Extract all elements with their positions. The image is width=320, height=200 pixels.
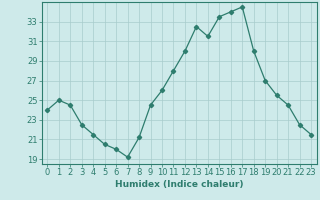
- X-axis label: Humidex (Indice chaleur): Humidex (Indice chaleur): [115, 180, 244, 189]
